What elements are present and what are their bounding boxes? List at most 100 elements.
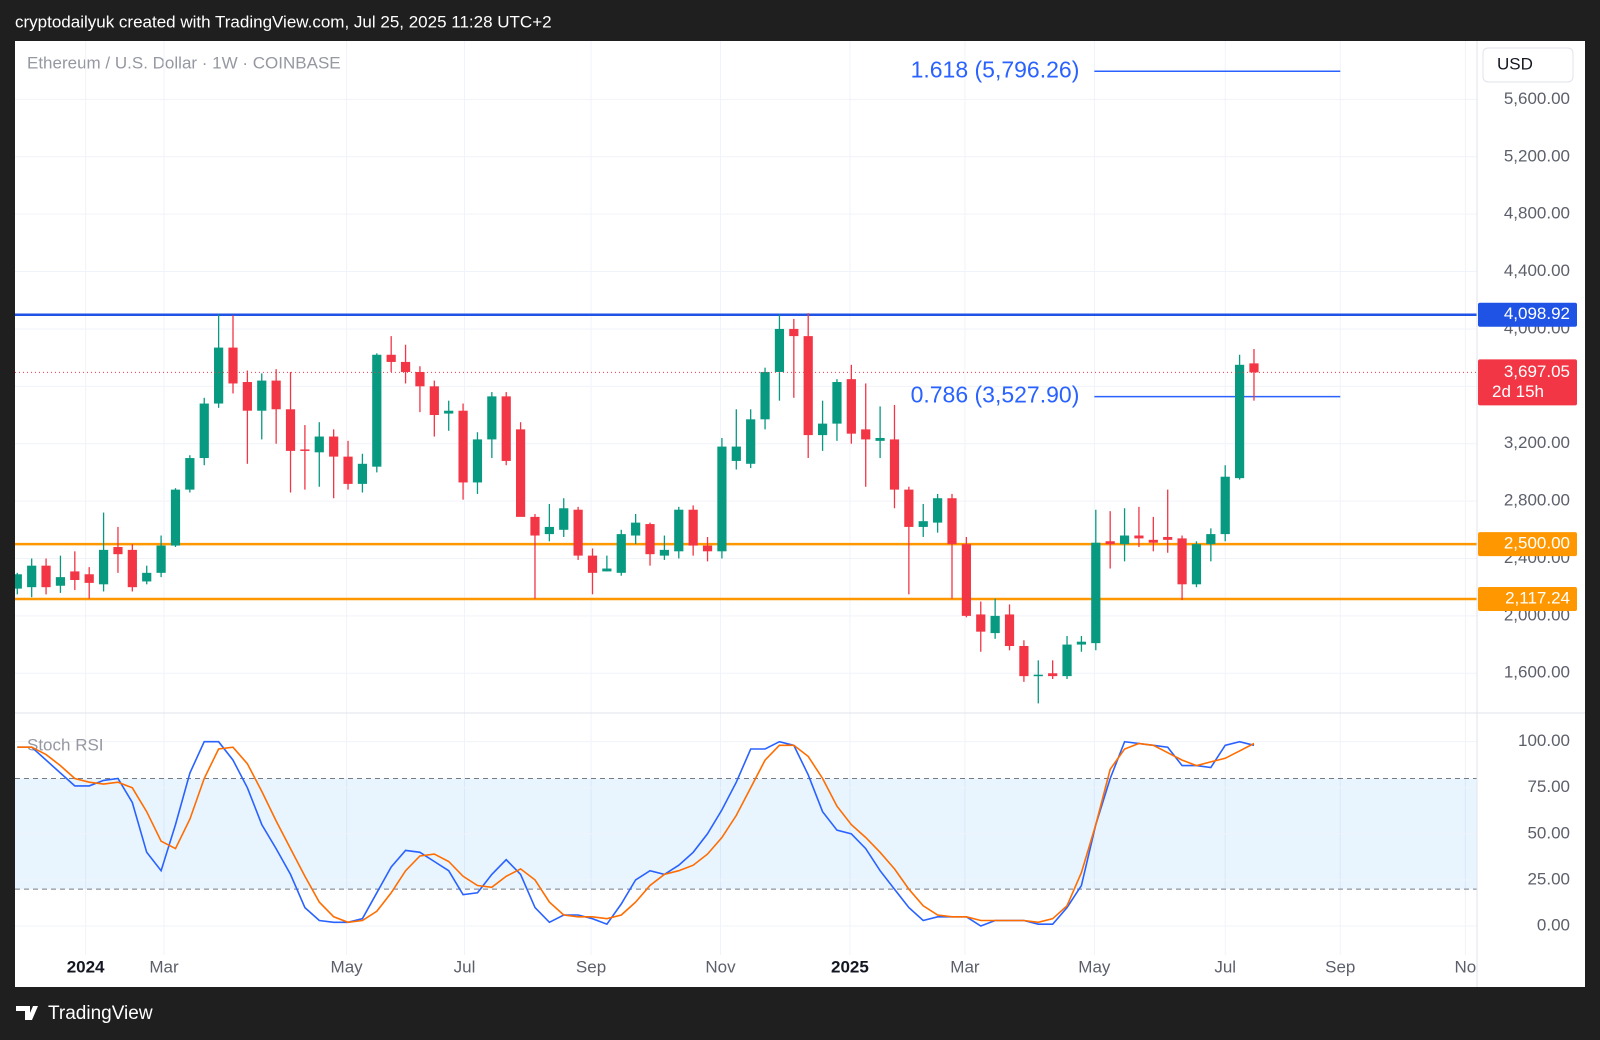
candle-body	[516, 429, 526, 517]
candle-body	[98, 549, 109, 585]
x-tick-label: Jul	[1214, 957, 1236, 976]
stoch-line	[17, 742, 1255, 924]
level-label-bg	[1478, 587, 1577, 612]
candle-body	[1177, 538, 1187, 585]
candle-body	[1134, 535, 1144, 539]
symbol-title: Ethereum / U.S. Dollar · 1W · COINBASE	[27, 53, 341, 72]
x-tick-label: Sep	[1325, 957, 1355, 976]
candle-body	[760, 371, 770, 420]
candle-body	[314, 436, 324, 453]
candle-body	[688, 509, 698, 546]
candle-body	[70, 571, 80, 581]
y-tick-label: 3,200.00	[1504, 433, 1570, 452]
x-tick-label: Nov	[705, 957, 736, 976]
x-tick-label: 2024	[67, 957, 105, 976]
candle-body	[1220, 476, 1230, 535]
level-label: 2,500.00	[1504, 534, 1570, 553]
candle-body	[1148, 539, 1158, 543]
x-tick-label: Jul	[454, 957, 476, 976]
x-tick-label: Sep	[576, 957, 606, 976]
candle-body	[817, 423, 828, 436]
candle-body	[472, 439, 483, 483]
candle-body	[1235, 364, 1245, 479]
candle-body	[918, 521, 928, 527]
candle-body	[27, 565, 37, 588]
y-tick-label: 1,600.00	[1504, 663, 1570, 682]
stoch-tick-label: 50.00	[1527, 823, 1570, 842]
candle-body	[731, 446, 741, 461]
candle-body	[645, 524, 655, 555]
candle-body	[659, 549, 669, 556]
candle-body	[400, 361, 411, 372]
candle-body	[875, 437, 885, 441]
candle-body	[674, 509, 684, 552]
x-tick-label: May	[331, 957, 364, 976]
stoch-tick-label: 75.00	[1527, 777, 1570, 796]
candle-body	[170, 489, 181, 546]
candle-body	[444, 410, 454, 414]
y-tick-label: 4,400.00	[1504, 261, 1570, 280]
candle-body	[415, 371, 425, 387]
candle-body	[1062, 644, 1072, 677]
candle-body	[702, 545, 713, 552]
y-tick-label: 2,800.00	[1504, 491, 1570, 510]
y-tick-label: 5,200.00	[1504, 146, 1570, 165]
candle-body	[41, 565, 51, 588]
tv-logo	[16, 1006, 38, 1020]
candle-body	[889, 439, 900, 490]
candle-body	[1004, 614, 1015, 647]
candle-body	[84, 574, 94, 583]
chart-panel	[15, 41, 1585, 987]
candle-body	[242, 382, 252, 411]
level-label-bg	[1478, 532, 1577, 557]
candle-body	[15, 574, 22, 589]
level-label: 4,098.92	[1504, 304, 1570, 323]
candle-body	[1033, 674, 1043, 677]
candle-body	[861, 429, 871, 440]
fib-label: 1.618 (5,796.26)	[911, 56, 1080, 82]
last-price-label: 3,697.05	[1504, 362, 1570, 381]
candle-body	[947, 498, 957, 545]
y-tick-label: 5,600.00	[1504, 89, 1570, 108]
candle-body	[774, 328, 785, 372]
candle-body	[271, 380, 281, 410]
candle-body	[329, 436, 339, 457]
candle-body	[846, 379, 856, 434]
candle-body	[1249, 363, 1259, 373]
candle-body	[990, 615, 1000, 634]
candle-body	[544, 526, 554, 535]
x-tick-label: No	[1454, 957, 1476, 976]
last-price-bg	[1478, 359, 1577, 406]
currency[interactable]: USD	[1497, 54, 1533, 73]
candle-body	[1048, 673, 1058, 677]
candle-body	[1091, 542, 1101, 644]
stoch-tick-label: 25.00	[1527, 869, 1570, 888]
candle-body	[257, 380, 267, 411]
candle-body	[300, 449, 310, 451]
currency-button[interactable]	[1482, 47, 1574, 83]
candles	[15, 313, 1259, 704]
candle-body	[372, 354, 382, 467]
candle-body	[343, 456, 353, 484]
candle-body	[127, 549, 137, 588]
candle-body	[357, 463, 368, 484]
candle-body	[285, 409, 296, 451]
candle-body	[1206, 534, 1216, 545]
countdown: 2d 15h	[1492, 382, 1544, 401]
x-tick-label: 2025	[831, 957, 869, 976]
candle-body	[631, 522, 641, 536]
x-tick-label: May	[1078, 957, 1111, 976]
candle-body	[933, 498, 943, 523]
fib-label: 0.786 (3,527.90)	[911, 382, 1080, 408]
candle-body	[961, 544, 971, 616]
candle-body	[1119, 535, 1130, 545]
brand: TradingView	[48, 1003, 153, 1024]
stoch-tick-label: 100.00	[1518, 731, 1570, 750]
candle-body	[587, 555, 598, 573]
candle-body	[386, 354, 396, 362]
candle-body	[717, 446, 727, 552]
candle-body	[214, 347, 224, 404]
candle-body	[1163, 536, 1173, 540]
